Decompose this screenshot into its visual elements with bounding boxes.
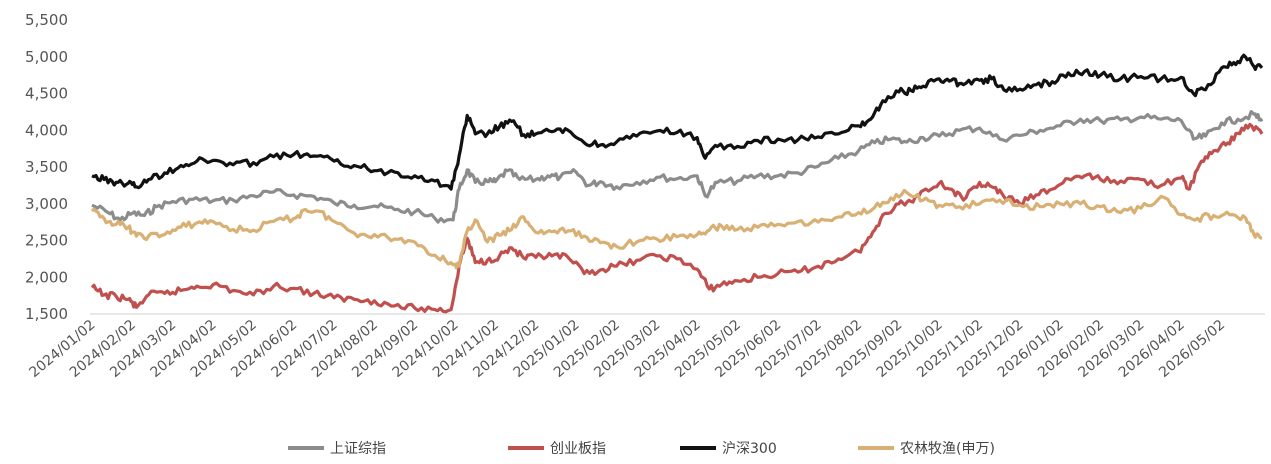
- legend-label: 沪深300: [722, 441, 777, 457]
- series-lines: [90, 53, 1264, 314]
- y-tick-label: 1,500: [25, 305, 68, 323]
- y-tick-label: 5,000: [25, 48, 68, 66]
- series-line-4: [90, 188, 1263, 270]
- y-tick-label: 4,500: [25, 85, 68, 103]
- y-tick-label: 3,000: [25, 195, 68, 213]
- y-tick-label: 4,000: [25, 121, 68, 139]
- series-line-2: [90, 122, 1264, 314]
- legend: 上证综指 创业板指 沪深300 农林牧渔(申万): [288, 441, 995, 457]
- x-axis-ticks: 2024/01/022024/02/022024/03/022024/04/02…: [26, 317, 1228, 381]
- y-tick-label: 2,000: [25, 268, 68, 286]
- y-axis-ticks: 1,500 2,000 2,500 3,000 3,500 4,000 4,500 5,000…: [25, 11, 68, 323]
- legend-label: 上证综指: [330, 441, 386, 457]
- y-tick-label: 5,500: [25, 11, 68, 29]
- legend-label: 创业板指: [550, 441, 606, 457]
- series-line-3: [91, 53, 1264, 191]
- series-line-1: [91, 110, 1264, 224]
- y-tick-label: 2,500: [25, 232, 68, 250]
- y-tick-label: 3,500: [25, 158, 68, 176]
- legend-label: 农林牧渔(申万): [900, 441, 995, 457]
